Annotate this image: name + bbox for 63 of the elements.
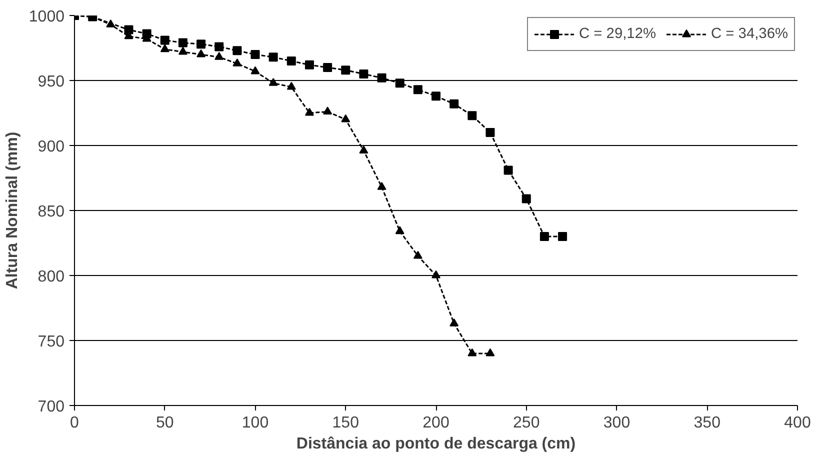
y-tick-label: 1000 xyxy=(28,8,65,26)
point xyxy=(468,348,477,356)
x-tick-label: 250 xyxy=(513,414,540,432)
x-tick-label: 350 xyxy=(694,414,721,432)
point xyxy=(504,166,513,175)
point xyxy=(268,78,278,86)
x-tick-label: 0 xyxy=(70,414,80,432)
point xyxy=(377,73,386,82)
point xyxy=(178,46,188,55)
point xyxy=(304,60,314,70)
point xyxy=(395,78,404,88)
point xyxy=(558,232,568,241)
point xyxy=(232,46,242,56)
point xyxy=(250,50,260,59)
point xyxy=(178,38,188,48)
y-tick-label: 950 xyxy=(38,74,65,90)
legend-label: C = 34,36% xyxy=(711,26,788,42)
x-tick-label: 300 xyxy=(603,414,630,432)
point xyxy=(106,19,116,28)
x-tick-label: 50 xyxy=(156,414,174,432)
point xyxy=(160,36,170,45)
point xyxy=(359,146,368,154)
point xyxy=(413,250,422,259)
point xyxy=(341,66,350,75)
point xyxy=(214,42,224,52)
point xyxy=(160,44,170,52)
point xyxy=(232,58,242,66)
point xyxy=(286,82,296,90)
x-tick-label: 100 xyxy=(242,414,269,432)
point xyxy=(268,52,278,62)
point xyxy=(432,92,440,101)
x-tick-label: 150 xyxy=(332,414,360,432)
point xyxy=(286,56,296,66)
x-tick-label: 200 xyxy=(422,414,450,432)
point xyxy=(377,182,386,190)
point xyxy=(341,114,350,122)
y-tick-label: 900 xyxy=(38,138,65,156)
y-tick-label: 800 xyxy=(38,268,65,286)
x-axis-title: Distância ao ponto de descarga (cm) xyxy=(296,436,576,452)
y-tick-label: 850 xyxy=(38,204,65,220)
point xyxy=(413,85,422,94)
point xyxy=(395,226,404,234)
point xyxy=(486,348,495,356)
point xyxy=(450,318,459,326)
y-axis-title: Altura Nominal (mm) xyxy=(4,132,21,290)
point xyxy=(432,270,440,278)
legend-label: C = 29,12% xyxy=(579,26,656,42)
point xyxy=(250,66,260,74)
point xyxy=(196,49,206,58)
point xyxy=(522,194,531,204)
point xyxy=(214,52,224,60)
point xyxy=(486,128,495,137)
x-tick-label: 400 xyxy=(784,414,811,432)
point xyxy=(323,63,332,72)
y-tick-label: 700 xyxy=(38,398,65,416)
point xyxy=(304,108,314,116)
point xyxy=(450,99,459,108)
point xyxy=(323,106,332,115)
y-tick-label: 750 xyxy=(38,334,65,350)
point xyxy=(359,70,368,78)
point xyxy=(540,232,549,241)
point xyxy=(468,111,477,120)
point xyxy=(196,40,206,49)
